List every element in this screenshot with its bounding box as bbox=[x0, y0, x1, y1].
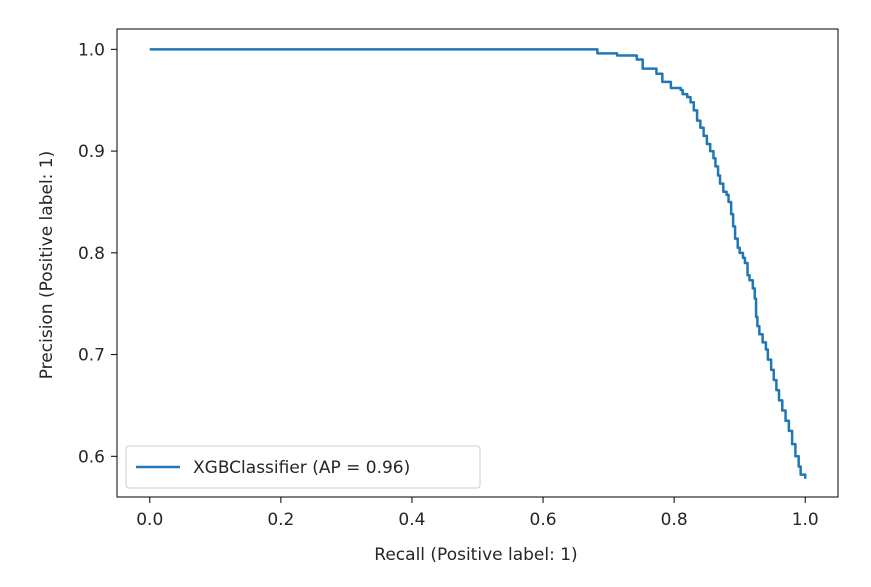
x-tick-label: 0.2 bbox=[267, 510, 294, 530]
y-tick-label: 0.7 bbox=[78, 346, 105, 366]
x-tick-label: 1.0 bbox=[792, 510, 819, 530]
x-tick-label: 0.4 bbox=[398, 510, 425, 530]
plot-area bbox=[116, 28, 839, 498]
plot-frame bbox=[116, 28, 839, 498]
y-tick-label: 0.8 bbox=[78, 244, 105, 264]
y-tick-label: 0.6 bbox=[78, 447, 105, 467]
legend-label: XGBClassifier (AP = 0.96) bbox=[193, 458, 410, 478]
y-tick-label: 0.9 bbox=[78, 142, 105, 162]
series-line-0 bbox=[149, 48, 807, 479]
x-tick-label: 0.8 bbox=[661, 510, 688, 530]
x-tick-label: 0.0 bbox=[136, 510, 163, 530]
y-axis: 0.6 0.7 0.8 0.9 1.0 bbox=[78, 40, 117, 467]
x-axis: 0.0 0.2 0.4 0.6 0.8 1.0 bbox=[136, 497, 819, 530]
legend-frame bbox=[125, 445, 481, 489]
x-axis-label: Recall (Positive label: 1) bbox=[374, 545, 577, 565]
x-tick-label: 0.6 bbox=[530, 510, 557, 530]
y-tick-label: 1.0 bbox=[78, 40, 105, 60]
legend: XGBClassifier (AP = 0.96) bbox=[125, 445, 481, 489]
y-axis-label: Precision (Positive label: 1) bbox=[37, 151, 57, 380]
